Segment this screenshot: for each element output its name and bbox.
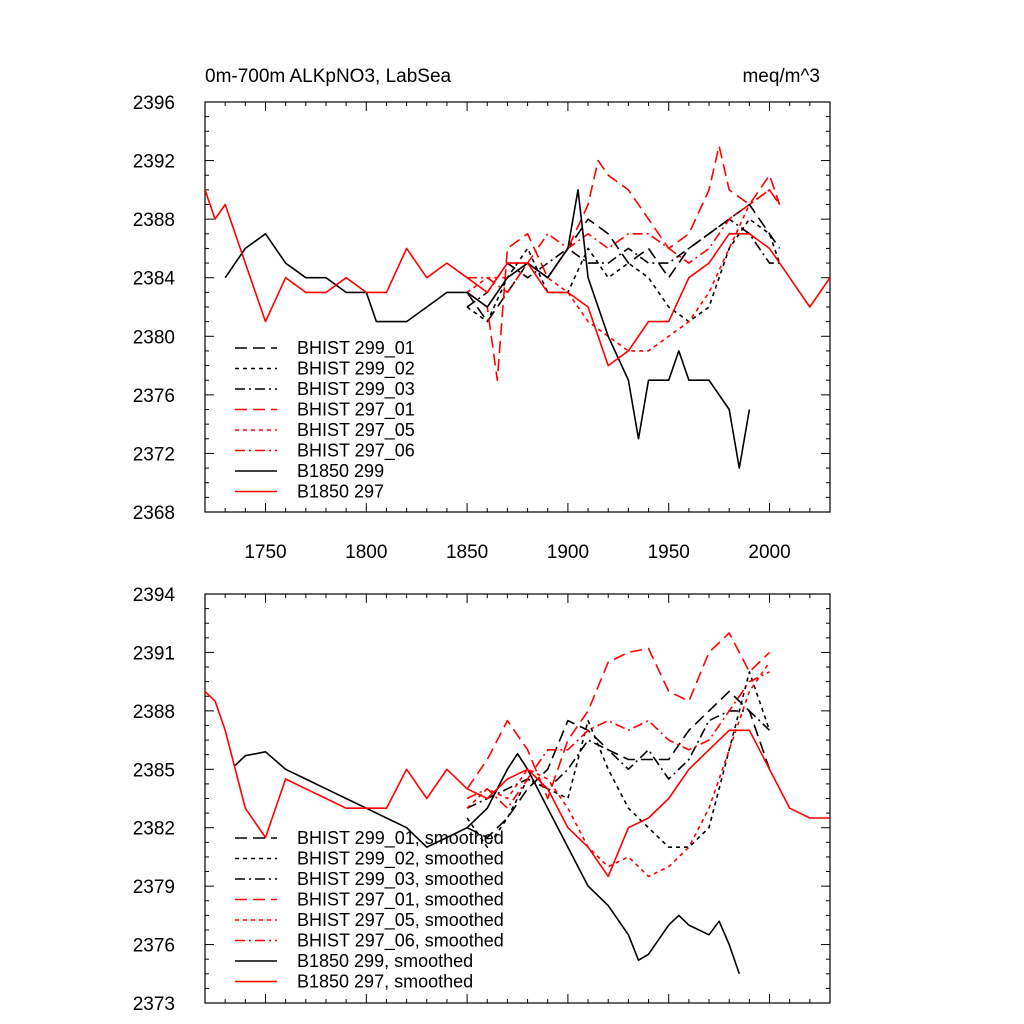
x-tick-label: 1950 [648, 542, 690, 563]
y-tick-label: 2373 [133, 994, 175, 1015]
x-tick-label: 1750 [244, 542, 286, 563]
panel-2: 2373 2376 2379 2382 2385 2388 2391 2394 BHIST 29… [133, 585, 831, 1015]
series-line-bhist-297-01 [466, 145, 781, 382]
x-tick-label: 2000 [748, 542, 790, 563]
series-layer [205, 632, 830, 975]
x-tick-label: 1850 [446, 542, 488, 563]
y-tick-label: 2379 [133, 877, 175, 898]
y-tick-label: 2391 [133, 643, 175, 664]
series-layer [205, 145, 830, 469]
y-tick-label: 2385 [133, 760, 175, 781]
series-line-bhist-299-02-smoothed [466, 671, 771, 849]
y-tick-label: 2368 [133, 503, 175, 524]
y-tick-label: 2382 [133, 819, 175, 840]
series-line-bhist-299-02 [466, 218, 781, 323]
y-tick-label: 2380 [133, 327, 175, 348]
panels-layer: 1750 1800 1850 1900 1950 2000 2368 2372 2376 2380… [133, 93, 831, 1015]
series-line-bhist-299-03 [466, 218, 780, 308]
legend-label: B1850 299, smoothed [297, 951, 473, 971]
legend-label: BHIST 297_06 [297, 441, 415, 462]
legend-label: B1850 297, smoothed [297, 972, 473, 992]
y-tick-label: 2388 [133, 210, 175, 231]
legend-label: BHIST 299_01 [297, 338, 415, 359]
series-line-bhist-297-06-smoothed [466, 671, 770, 810]
legend-label: BHIST 299_03, smoothed [297, 869, 504, 890]
legend-label: BHIST 299_03 [297, 379, 415, 400]
x-tick-label: 1900 [547, 542, 589, 563]
series-line-b1850-299 [224, 189, 751, 469]
legend-label: B1850 299 [297, 461, 384, 481]
legend-label: B1850 297 [297, 482, 384, 502]
series-line-b1850-299-smoothed [234, 750, 741, 975]
y-tick-label: 2394 [133, 585, 176, 606]
legend-label: BHIST 297_01, smoothed [297, 890, 504, 911]
y-tick-label: 2372 [133, 444, 175, 465]
series-line-b1850-297-smoothed [205, 690, 830, 878]
x-tick-label: 1800 [345, 542, 387, 563]
legend-label: BHIST 297_01 [297, 400, 415, 421]
legend-label: BHIST 299_02 [297, 359, 415, 380]
series-line-bhist-297-05-smoothed [466, 661, 771, 878]
y-tick-label: 2376 [133, 386, 175, 407]
series-line-bhist-297-01-smoothed [466, 632, 771, 800]
legend-label: BHIST 299_02, smoothed [297, 849, 504, 870]
panel-1: 1750 1800 1850 1900 1950 2000 2368 2372 2376 2380… [133, 93, 831, 563]
legend-label: BHIST 299_01, smoothed [297, 828, 504, 849]
series-line-bhist-297-06 [467, 189, 781, 294]
y-tick-label: 2388 [133, 702, 175, 723]
series-line-bhist-297-05 [466, 189, 781, 352]
legend-label: BHIST 297_05 [297, 420, 415, 441]
top-chart-units: meq/m^3 [742, 66, 820, 87]
legend-label: BHIST 297_06, smoothed [297, 931, 504, 952]
y-tick-label: 2396 [133, 93, 175, 114]
legend-label: BHIST 297_05, smoothed [297, 910, 504, 931]
series-line-b1850-297 [205, 189, 830, 367]
y-tick-label: 2384 [133, 269, 176, 290]
y-tick-label: 2376 [133, 936, 175, 957]
y-tick-label: 2392 [133, 152, 175, 173]
top-chart-title: 0m-700m ALKpNO3, LabSea [205, 66, 452, 87]
series-line-bhist-299-03-smoothed [466, 710, 771, 809]
